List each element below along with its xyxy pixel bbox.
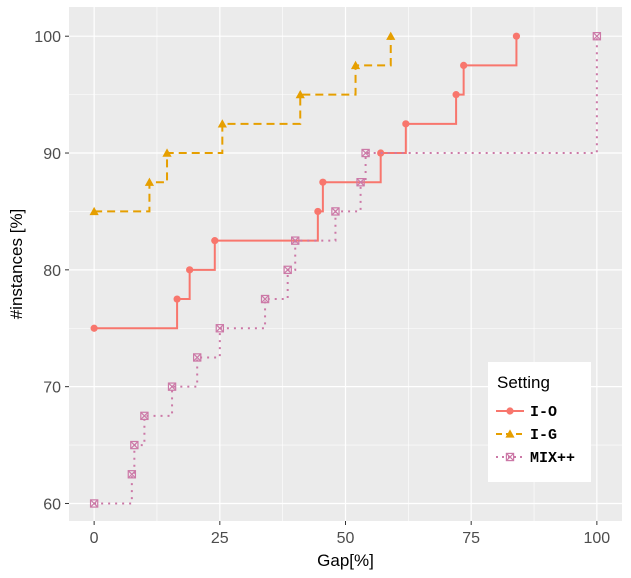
x-tick-label: 25 <box>211 530 229 547</box>
data-point <box>167 382 177 391</box>
data-point <box>283 265 292 275</box>
x-axis-title: Gap[%] <box>317 551 374 570</box>
data-point <box>89 499 99 508</box>
y-tick-label: 60 <box>43 496 61 513</box>
data-point <box>173 295 181 303</box>
legend-background <box>488 362 591 482</box>
data-point <box>291 236 300 245</box>
x-tick-label: 75 <box>462 530 480 547</box>
data-point <box>127 470 137 479</box>
data-point <box>144 177 155 186</box>
data-point <box>512 32 521 40</box>
data-point <box>460 61 468 70</box>
legend-label: MIX++ <box>530 450 575 467</box>
data-point <box>162 148 172 157</box>
series-layer <box>89 31 602 508</box>
data-point <box>592 32 602 41</box>
y-tick-label: 90 <box>43 146 61 163</box>
legend-key-marker <box>506 407 514 415</box>
x-tick-label: 100 <box>584 530 611 547</box>
y-tick-label: 100 <box>34 29 61 46</box>
data-point <box>361 148 370 158</box>
data-point <box>211 237 219 245</box>
grid-major <box>69 7 622 521</box>
data-point <box>314 207 322 216</box>
legend-keys: I-O I-G MIX++ <box>496 404 575 467</box>
data-point <box>186 266 194 274</box>
y-axis: 60 70 80 90 100 <box>34 29 69 513</box>
data-point <box>217 119 227 128</box>
data-point <box>331 207 340 216</box>
y-tick-label: 70 <box>43 380 61 397</box>
data-point <box>192 353 202 362</box>
data-point <box>89 206 99 216</box>
data-point <box>386 31 396 40</box>
data-point <box>130 440 139 450</box>
y-axis-title: #instances [%] <box>7 209 26 320</box>
x-axis: 0 25 50 75 100 <box>90 521 611 547</box>
x-tick-label: 0 <box>90 530 99 547</box>
data-point <box>402 120 410 128</box>
legend-title: Setting <box>497 373 550 392</box>
legend: Setting I-O I-G MIX++ <box>488 362 591 482</box>
data-point <box>356 178 365 187</box>
data-point <box>140 411 149 421</box>
y-tick-label: 80 <box>43 263 61 280</box>
data-point <box>260 294 270 304</box>
legend-key-marker <box>505 429 515 438</box>
x-tick-label: 50 <box>337 530 355 547</box>
data-point <box>452 91 460 99</box>
data-point <box>90 324 98 332</box>
legend-key-marker <box>505 452 515 462</box>
data-point <box>215 324 225 333</box>
legend-label: I-G <box>530 427 557 444</box>
data-point <box>295 90 305 99</box>
data-point <box>350 60 361 70</box>
data-point <box>319 178 327 186</box>
legend-label: I-O <box>530 404 557 421</box>
